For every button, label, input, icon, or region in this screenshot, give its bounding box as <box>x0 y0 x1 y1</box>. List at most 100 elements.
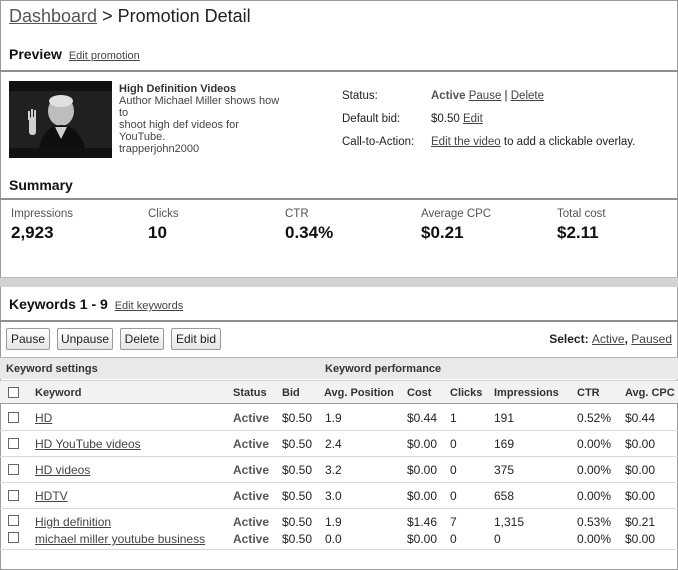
section-divider <box>0 70 678 72</box>
video-thumbnail-image <box>9 81 112 158</box>
table-row: HD Active $0.50 1.9 $0.44 1 191 0.52% $0… <box>0 405 678 431</box>
keywords-heading: Keywords 1 - 9 <box>9 296 108 312</box>
edit-bid-button[interactable]: Edit bid <box>171 328 221 350</box>
row-status: Active <box>233 489 270 503</box>
stat-label: Average CPC <box>421 208 492 220</box>
col-ctr[interactable]: CTR <box>577 387 600 399</box>
col-impressions[interactable]: Impressions <box>494 387 559 399</box>
select-active-link[interactable]: Active <box>591 332 625 346</box>
row-checkbox[interactable] <box>8 515 19 526</box>
row-avg-position: 3.2 <box>325 463 342 477</box>
video-info: High Definition Videos Author Michael Mi… <box>119 83 289 155</box>
col-avg-cpc[interactable]: Avg. CPC <box>625 387 675 399</box>
select-all-checkbox[interactable] <box>8 387 19 398</box>
link-separator: | <box>504 90 508 102</box>
row-status: Active <box>233 411 270 425</box>
delete-button[interactable]: Delete <box>120 328 164 350</box>
video-thumbnail[interactable] <box>9 81 112 158</box>
row-checkbox[interactable] <box>8 532 19 543</box>
breadcrumb-dashboard-link[interactable]: Dashboard <box>9 6 98 26</box>
col-status[interactable]: Status <box>233 387 267 399</box>
preview-heading-row: Preview Edit promotion <box>9 46 140 62</box>
video-description-line: YouTube. <box>119 131 166 143</box>
select-label: Select: <box>549 332 589 346</box>
select-paused-link[interactable]: Paused <box>631 332 672 346</box>
keyword-link[interactable]: michael miller youtube business <box>35 532 206 546</box>
col-cost[interactable]: Cost <box>407 387 432 399</box>
pause-link[interactable]: Pause <box>468 90 502 102</box>
row-bid: $0.50 <box>282 489 313 503</box>
row-checkbox[interactable] <box>8 490 19 501</box>
stat-value: $2.11 <box>557 223 599 242</box>
stat-value: $0.21 <box>421 223 464 242</box>
keyword-link[interactable]: HDTV <box>35 489 68 503</box>
breadcrumb-separator: > <box>102 6 113 26</box>
row-impressions: 191 <box>494 411 515 425</box>
col-keyword[interactable]: Keyword <box>35 387 82 399</box>
row-status: Active <box>233 463 270 477</box>
status-value: Active <box>431 90 466 102</box>
keyword-link[interactable]: HD <box>35 411 53 425</box>
row-bid: $0.50 <box>282 463 313 477</box>
row-avg-cpc: $0.00 <box>625 489 656 503</box>
table-row: HD YouTube videos Active $0.50 2.4 $0.00… <box>0 431 678 457</box>
row-clicks: 0 <box>450 532 457 546</box>
row-impressions: 169 <box>494 437 515 451</box>
cta-label: Call-to-Action: <box>342 136 415 148</box>
col-clicks[interactable]: Clicks <box>450 387 483 399</box>
row-checkbox[interactable] <box>8 464 19 475</box>
row-ctr: 0.52% <box>577 411 612 425</box>
col-avg-position[interactable]: Avg. Position <box>324 387 394 399</box>
row-checkbox[interactable] <box>8 438 19 449</box>
row-bid: $0.50 <box>282 437 313 451</box>
row-clicks: 0 <box>450 437 457 451</box>
group-keyword-performance: Keyword performance <box>325 363 442 375</box>
stat-label: Impressions <box>11 208 73 220</box>
stat-value: 0.34% <box>285 223 334 242</box>
row-avg-cpc: $0.21 <box>625 515 656 529</box>
row-avg-cpc: $0.00 <box>625 532 656 546</box>
row-impressions: 375 <box>494 463 515 477</box>
row-avg-cpc: $0.00 <box>625 463 656 477</box>
delete-link[interactable]: Delete <box>510 90 544 102</box>
row-ctr: 0.00% <box>577 437 612 451</box>
col-bid[interactable]: Bid <box>282 387 300 399</box>
table-group-header: Keyword settings Keyword performance <box>0 357 678 379</box>
table-row: HD videos Active $0.50 3.2 $0.00 0 375 0… <box>0 457 678 483</box>
select-filter: Select: Active, Paused <box>549 332 672 346</box>
row-clicks: 0 <box>450 463 457 477</box>
stat-impressions: Impressions 2,923 <box>11 208 73 243</box>
keyword-link[interactable]: High definition <box>35 515 112 529</box>
stat-value: 2,923 <box>11 223 54 242</box>
row-checkbox[interactable] <box>8 412 19 423</box>
summary-heading: Summary <box>9 177 73 193</box>
stat-ctr: CTR 0.34% <box>285 208 333 243</box>
row-cost: $1.46 <box>407 515 438 529</box>
row-avg-position: 2.4 <box>325 437 342 451</box>
row-impressions: 1,315 <box>494 515 525 529</box>
edit-promotion-link[interactable]: Edit promotion <box>68 50 140 62</box>
row-impressions: 0 <box>494 532 501 546</box>
group-keyword-settings: Keyword settings <box>6 363 98 375</box>
video-description-line: Author Michael Miller shows how to <box>119 95 280 119</box>
keyword-link[interactable]: HD videos <box>35 463 91 477</box>
keyword-link[interactable]: HD YouTube videos <box>35 437 141 451</box>
edit-bid-link[interactable]: Edit <box>462 113 483 125</box>
table-row: michael miller youtube business Active $… <box>0 528 678 550</box>
row-status: Active <box>233 532 270 546</box>
cta-text: to add a clickable overlay. <box>503 136 636 148</box>
video-description-line: shoot high def videos for <box>119 119 239 131</box>
video-title[interactable]: High Definition Videos <box>119 83 237 95</box>
pause-button[interactable]: Pause <box>6 328 50 350</box>
row-avg-cpc: $0.00 <box>625 437 656 451</box>
table-column-header: Keyword Status Bid Avg. Position Cost Cl… <box>0 380 678 404</box>
edit-keywords-link[interactable]: Edit keywords <box>114 300 184 312</box>
row-cost: $0.00 <box>407 532 438 546</box>
row-cost: $0.00 <box>407 463 438 477</box>
edit-video-link[interactable]: Edit the video <box>431 136 501 148</box>
unpause-button[interactable]: Unpause <box>57 328 113 350</box>
stat-clicks: Clicks 10 <box>148 208 179 243</box>
row-bid: $0.50 <box>282 515 313 529</box>
row-cost: $0.44 <box>407 411 438 425</box>
row-cost: $0.00 <box>407 437 438 451</box>
